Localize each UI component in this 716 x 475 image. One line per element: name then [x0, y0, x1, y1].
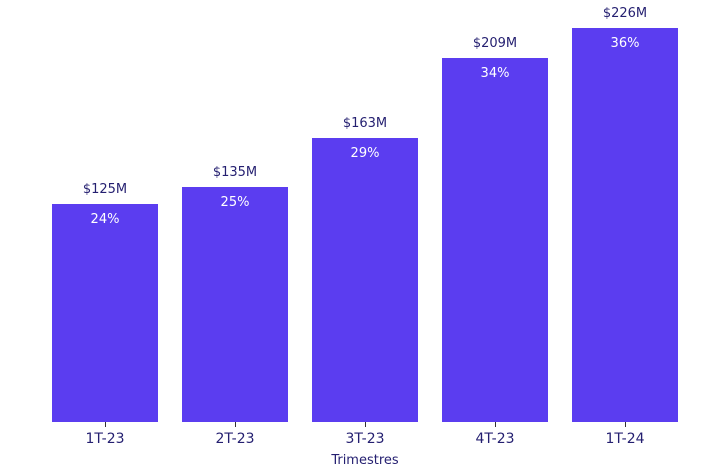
x-axis-tick	[365, 422, 366, 427]
bar-value-label: $226M	[602, 5, 648, 21]
x-axis-tick	[235, 422, 236, 427]
bar-percentage-label: 36%	[610, 35, 640, 51]
x-tick-label: 1T-23	[85, 431, 125, 447]
bar-value-label: $163M	[342, 115, 388, 131]
x-axis-tick	[625, 422, 626, 427]
bar: 36%	[571, 27, 679, 422]
bar-percentage-label: 34%	[480, 65, 510, 81]
plot-area: $125M 24% $135M 25% $163M 29% $209M 34% $226M 36%	[40, 0, 690, 427]
bar-percentage-label: 29%	[350, 145, 380, 161]
bar: 24%	[51, 204, 159, 422]
bar-slot: $209M 34%	[430, 0, 560, 427]
bar: 29%	[311, 137, 419, 422]
bar-slot: $226M 36%	[560, 0, 690, 427]
bar-percentage-label: 24%	[90, 212, 120, 228]
x-tick-label: 2T-23	[215, 431, 255, 447]
bar: 25%	[181, 186, 289, 422]
bar-value-label: $135M	[212, 164, 258, 180]
x-tick-label: 3T-23	[345, 431, 385, 447]
bar-slot: $163M 29%	[300, 0, 430, 427]
x-axis-tick	[495, 422, 496, 427]
bar: 34%	[441, 57, 549, 422]
x-tick-label: 1T-24	[605, 431, 645, 447]
x-axis-title: Trimestres	[331, 453, 399, 468]
bar-slot: $125M 24%	[40, 0, 170, 427]
x-axis-tick-labels: 1T-23 2T-23 3T-23 4T-23 1T-24	[40, 431, 690, 447]
bar-value-label: $125M	[82, 182, 128, 198]
x-tick-label: 4T-23	[475, 431, 515, 447]
bar-value-label: $209M	[472, 35, 518, 51]
x-axis-tick	[105, 422, 106, 427]
bar-percentage-label: 25%	[220, 194, 250, 210]
bar-slot: $135M 25%	[170, 0, 300, 427]
